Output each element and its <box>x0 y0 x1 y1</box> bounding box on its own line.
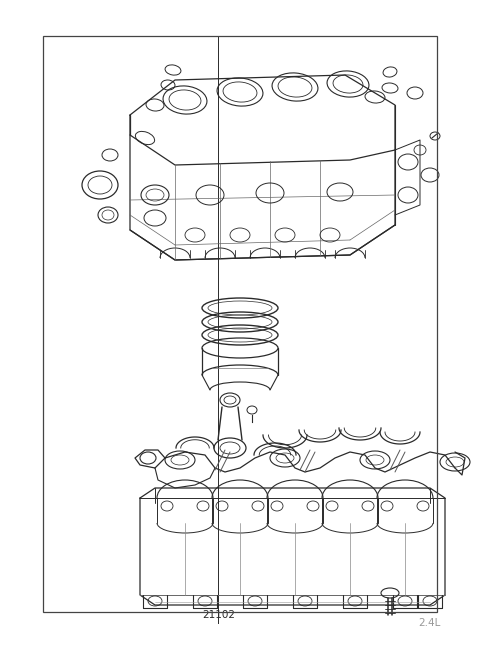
Text: 21102: 21102 <box>202 610 235 620</box>
Bar <box>43 36 437 612</box>
Text: 2.4L: 2.4L <box>419 618 441 627</box>
